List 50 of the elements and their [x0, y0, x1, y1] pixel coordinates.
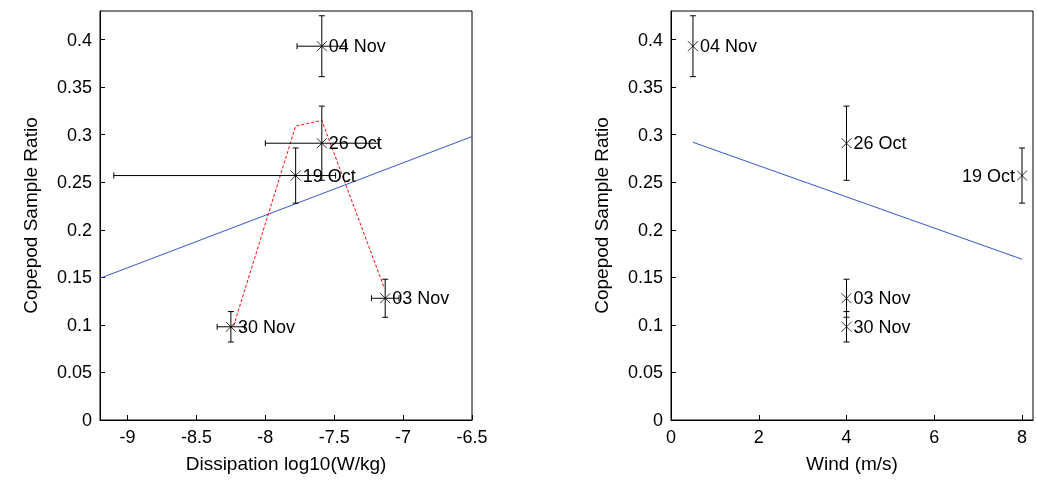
- annotation: 03 Nov: [392, 288, 450, 309]
- x-tick-label: -7.5: [318, 427, 350, 447]
- point: [379, 292, 391, 304]
- annotation: 30 Nov: [237, 316, 295, 337]
- y-tick-label: 0.3: [637, 124, 663, 145]
- y-tick-label: 0.05: [56, 362, 92, 383]
- x-tick-label: -8.5: [180, 427, 212, 447]
- point: [841, 137, 853, 149]
- y-tick-label: 0.35: [56, 77, 92, 98]
- y-tick-label: 0.2: [637, 219, 663, 240]
- y-axis-title: Copepod Sample Ratio: [20, 117, 41, 314]
- x-tick-label: 8: [1017, 427, 1028, 447]
- point: [1016, 170, 1028, 182]
- y-tick-label: 0.3: [66, 124, 92, 145]
- y-tick-label: 0.15: [627, 267, 663, 288]
- y-tick-label: 0.2: [66, 219, 92, 240]
- x-tick-label: 4: [841, 427, 852, 447]
- y-tick-label: 0.1: [637, 314, 663, 335]
- x-tick-label: 6: [929, 427, 940, 447]
- x-tick-label: -6.5: [456, 427, 488, 447]
- x-tick-label: 0: [665, 427, 677, 447]
- y-tick-label: 0.35: [627, 77, 663, 98]
- annotation: 26 Oct: [853, 133, 907, 154]
- x-axis-title: Wind (m/s): [806, 453, 898, 474]
- y-tick-label: 0.15: [56, 267, 92, 288]
- x-tick-label: -8: [257, 427, 274, 447]
- x-axis-title: Dissipation log10(W/kg): [185, 453, 387, 474]
- y-tick-label: 0.25: [627, 172, 663, 193]
- annotation: 30 Nov: [853, 316, 911, 337]
- y-tick-label: 0.1: [66, 314, 92, 335]
- point: [225, 321, 237, 333]
- y-tick-label: 0: [81, 410, 92, 430]
- annotation: 03 Nov: [853, 288, 911, 309]
- y-tick-label: 0.05: [627, 362, 663, 383]
- point: [290, 170, 302, 182]
- annotation: 04 Nov: [699, 36, 757, 57]
- point: [841, 321, 853, 333]
- point: [316, 40, 328, 52]
- point: [316, 137, 328, 149]
- x-tick-label: -7: [395, 427, 412, 447]
- y-axis-title: Copepod Sample Ratio: [591, 117, 612, 314]
- point: [687, 40, 699, 52]
- y-tick-label: 0.25: [56, 172, 92, 193]
- x-tick-label: -9: [119, 427, 136, 447]
- y-tick-label: 0: [652, 410, 663, 430]
- y-tick-label: 0.4: [66, 29, 92, 50]
- annotation: 19 Oct: [962, 165, 1016, 186]
- y-tick-label: 0.4: [637, 29, 663, 50]
- point: [841, 292, 853, 304]
- x-tick-label: 2: [753, 427, 764, 447]
